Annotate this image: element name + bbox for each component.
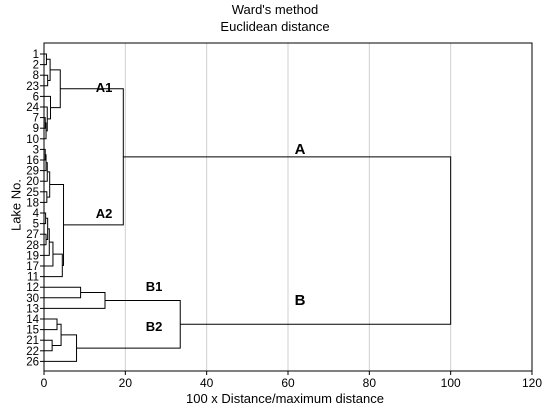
leaf-label: 28 bbox=[26, 240, 39, 252]
leaf-label: 25 bbox=[26, 187, 39, 199]
dendrogram-link bbox=[44, 233, 47, 246]
x-tick-label: 100 bbox=[441, 376, 461, 390]
cluster-label: B1 bbox=[146, 279, 163, 294]
dendrogram-link bbox=[44, 292, 106, 309]
leaf-label: 21 bbox=[26, 335, 39, 347]
x-tick-label: 20 bbox=[119, 376, 133, 390]
dendrogram-link bbox=[76, 299, 181, 349]
leaf-label: 4 bbox=[33, 208, 40, 220]
dendrogram-link bbox=[44, 106, 48, 132]
chart-title: Ward's method bbox=[231, 2, 319, 17]
leaf-label: 11 bbox=[27, 272, 39, 284]
leaf-label: 9 bbox=[33, 123, 39, 135]
leaf-label: 3 bbox=[33, 144, 39, 156]
dendrogram-link bbox=[44, 228, 50, 256]
dendrogram-link bbox=[44, 318, 58, 331]
leaf-label: 30 bbox=[26, 293, 39, 305]
x-tick-label: 80 bbox=[363, 376, 377, 390]
leaf-label: 18 bbox=[26, 197, 39, 209]
dendrogram-link bbox=[123, 156, 452, 325]
leaf-label: 22 bbox=[26, 346, 39, 358]
leaf-label: 23 bbox=[26, 81, 39, 93]
cluster-label: B2 bbox=[146, 319, 163, 334]
dendrogram-link bbox=[44, 122, 47, 140]
leaf-label: 20 bbox=[26, 176, 39, 188]
cluster-label: B bbox=[295, 292, 306, 309]
x-axis-label: 100 x Distance/maximum distance bbox=[186, 391, 384, 406]
dendrogram-link bbox=[49, 184, 65, 266]
dendrogram-link bbox=[44, 334, 78, 362]
leaf-label: 17 bbox=[26, 261, 39, 273]
leaf-label: 7 bbox=[33, 113, 39, 125]
leaf-label: 13 bbox=[26, 303, 39, 315]
leaf-label: 10 bbox=[26, 134, 39, 146]
dendrogram-link bbox=[46, 58, 51, 81]
cluster-label: A bbox=[295, 141, 306, 158]
leaf-label: 27 bbox=[26, 229, 39, 241]
dendrogram-link bbox=[44, 286, 82, 299]
x-tick-label: 120 bbox=[522, 376, 542, 390]
leaf-label: 15 bbox=[26, 325, 39, 337]
leaf-label: 19 bbox=[26, 250, 39, 262]
dendrogram-link bbox=[44, 74, 49, 87]
leaf-label: 8 bbox=[33, 70, 39, 82]
dendrogram-link bbox=[44, 339, 53, 352]
leaf-label: 2 bbox=[33, 60, 39, 72]
leaf-label: 14 bbox=[26, 314, 39, 326]
y-axis-label: Lake No. bbox=[8, 178, 24, 232]
cluster-label: A2 bbox=[96, 206, 113, 221]
x-tick-label: 0 bbox=[41, 376, 48, 390]
leaf-label: 29 bbox=[26, 166, 39, 178]
dendrogram-link bbox=[46, 171, 51, 198]
leaf-label: 12 bbox=[26, 282, 39, 294]
leaf-label: 1 bbox=[33, 49, 39, 61]
leaf-label: 26 bbox=[26, 356, 39, 368]
dendrogram-link bbox=[60, 88, 124, 226]
dendrogram-link bbox=[44, 241, 54, 267]
dendrogram-link bbox=[44, 154, 47, 172]
chart-subtitle: Euclidean distance bbox=[220, 19, 330, 34]
x-tick-label: 40 bbox=[200, 376, 214, 390]
leaf-label: 16 bbox=[26, 155, 39, 167]
leaf-label: 5 bbox=[33, 219, 39, 231]
x-tick-label: 60 bbox=[281, 376, 295, 390]
leaf-label: 24 bbox=[26, 102, 39, 114]
cluster-label: A1 bbox=[96, 80, 113, 95]
dendrogram-link bbox=[50, 69, 61, 109]
dendrogram-link bbox=[44, 162, 48, 182]
leaf-label: 6 bbox=[33, 91, 39, 103]
